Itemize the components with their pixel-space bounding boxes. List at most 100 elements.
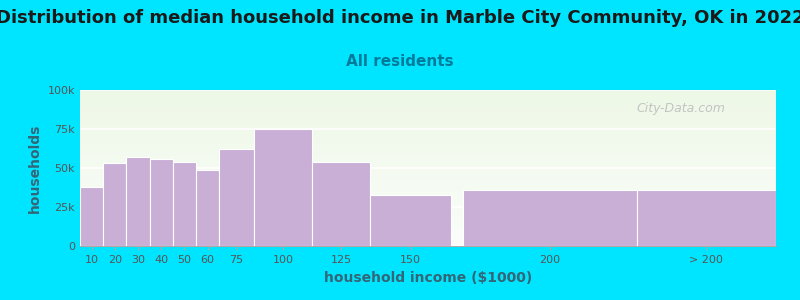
Bar xyxy=(80,149,776,151)
Bar xyxy=(80,126,776,128)
Bar xyxy=(80,135,776,137)
Bar xyxy=(80,162,776,163)
Bar xyxy=(80,224,776,226)
Bar xyxy=(80,185,776,187)
Bar xyxy=(637,190,776,246)
Bar xyxy=(80,207,776,208)
Bar xyxy=(80,142,776,143)
Bar xyxy=(80,106,776,107)
Bar xyxy=(80,240,776,241)
Bar xyxy=(80,124,776,126)
Bar xyxy=(80,155,776,157)
Bar xyxy=(80,233,776,235)
Bar xyxy=(80,107,776,109)
Bar xyxy=(312,162,370,246)
Bar xyxy=(80,98,776,99)
Bar xyxy=(80,90,776,92)
Bar xyxy=(196,169,219,246)
Bar xyxy=(80,184,776,185)
Bar xyxy=(80,215,776,216)
Bar xyxy=(80,109,776,110)
Bar xyxy=(80,212,776,213)
X-axis label: household income ($1000): household income ($1000) xyxy=(324,271,532,285)
Bar xyxy=(80,154,776,155)
Bar xyxy=(80,193,776,194)
Bar xyxy=(80,216,776,218)
Bar xyxy=(80,159,776,160)
Bar xyxy=(80,210,776,212)
Bar xyxy=(80,198,776,199)
Bar xyxy=(80,168,776,170)
Bar xyxy=(80,204,776,206)
Bar xyxy=(80,123,776,124)
Bar xyxy=(80,118,776,120)
Bar xyxy=(80,96,776,98)
Bar xyxy=(80,169,776,171)
Bar xyxy=(80,196,776,198)
Bar xyxy=(80,121,776,123)
Bar xyxy=(80,132,776,134)
Bar xyxy=(80,221,776,223)
Bar xyxy=(103,163,126,246)
Y-axis label: households: households xyxy=(28,123,42,213)
Bar xyxy=(80,129,776,130)
Bar xyxy=(80,163,776,165)
Bar xyxy=(80,191,776,193)
Bar xyxy=(80,101,776,103)
Bar xyxy=(80,241,776,243)
Bar xyxy=(80,120,776,121)
Bar xyxy=(219,149,254,246)
Bar xyxy=(80,188,776,190)
Bar xyxy=(80,220,776,221)
Bar xyxy=(254,129,312,246)
Bar xyxy=(80,218,776,220)
Bar xyxy=(80,134,776,135)
Text: City-Data.com: City-Data.com xyxy=(637,103,726,116)
Text: All residents: All residents xyxy=(346,54,454,69)
Bar xyxy=(80,227,776,229)
Bar xyxy=(80,148,776,149)
Bar xyxy=(80,199,776,201)
Bar xyxy=(80,237,776,238)
Bar xyxy=(80,190,776,191)
Bar xyxy=(80,104,776,106)
Bar xyxy=(80,157,776,159)
Bar xyxy=(80,103,776,104)
Bar xyxy=(173,162,196,246)
Bar xyxy=(80,208,776,210)
Bar xyxy=(80,110,776,112)
Bar xyxy=(80,182,776,184)
Bar xyxy=(80,115,776,116)
Bar xyxy=(80,138,776,140)
Bar xyxy=(80,113,776,115)
Bar xyxy=(80,160,776,162)
Bar xyxy=(80,226,776,227)
Bar xyxy=(80,130,776,132)
Bar xyxy=(80,187,103,246)
Bar xyxy=(80,151,776,152)
Text: Distribution of median household income in Marble City Community, OK in 2022: Distribution of median household income … xyxy=(0,9,800,27)
Bar xyxy=(80,244,776,246)
Bar xyxy=(80,230,776,232)
Bar xyxy=(80,99,776,101)
Bar xyxy=(80,167,776,168)
Bar xyxy=(80,165,776,166)
Bar xyxy=(80,202,776,204)
Bar xyxy=(150,159,173,246)
Bar xyxy=(80,128,776,129)
Bar xyxy=(80,213,776,215)
Bar xyxy=(80,181,776,182)
Bar xyxy=(80,140,776,142)
Bar xyxy=(80,187,776,188)
Bar xyxy=(80,176,776,177)
Bar xyxy=(80,145,776,146)
Bar xyxy=(80,243,776,244)
Bar xyxy=(80,171,776,173)
Bar xyxy=(80,201,776,202)
Bar xyxy=(80,235,776,237)
Bar xyxy=(80,177,776,179)
Bar xyxy=(80,152,776,154)
Bar xyxy=(80,206,776,207)
Bar xyxy=(463,190,637,246)
Bar xyxy=(80,137,776,138)
